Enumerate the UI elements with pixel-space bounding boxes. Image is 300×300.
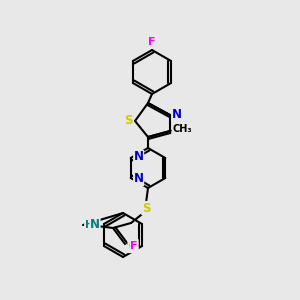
Text: CH₃: CH₃ bbox=[172, 124, 192, 134]
Text: S: S bbox=[142, 202, 150, 214]
Text: N: N bbox=[134, 151, 144, 164]
Text: N: N bbox=[134, 172, 144, 185]
Text: F: F bbox=[130, 241, 138, 251]
Text: F: F bbox=[148, 37, 156, 47]
Text: H: H bbox=[85, 220, 93, 230]
Text: N: N bbox=[172, 109, 182, 122]
Text: S: S bbox=[124, 115, 132, 128]
Text: N: N bbox=[90, 218, 100, 232]
Text: O: O bbox=[128, 239, 138, 253]
